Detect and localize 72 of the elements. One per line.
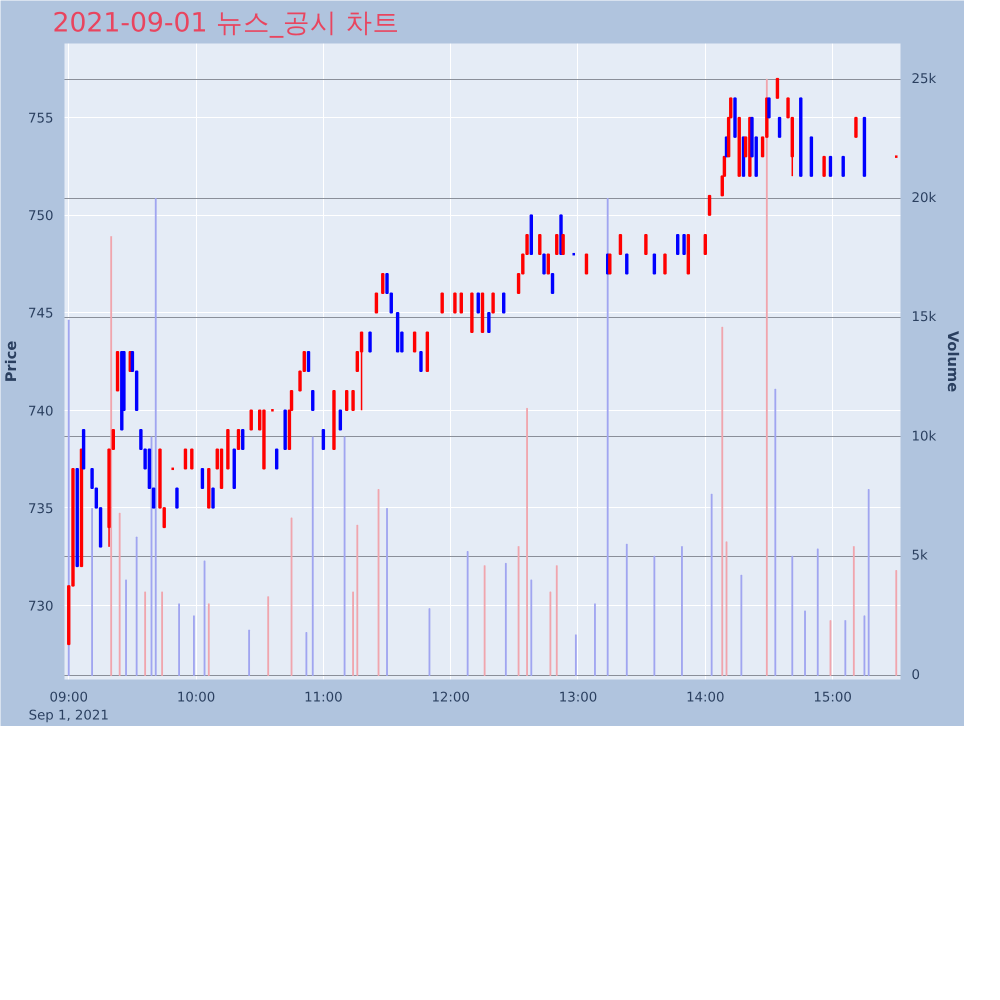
candlestick: [460, 292, 463, 314]
candlestick: [618, 234, 622, 255]
candlestick: [274, 448, 278, 470]
candlestick: [776, 78, 780, 99]
y2-tick-label: 0: [912, 668, 920, 683]
candlestick: [584, 253, 588, 274]
candlestick: [538, 234, 542, 255]
candlestick: [704, 234, 707, 255]
y2-tick-label: 5k: [912, 548, 928, 564]
candlestick: [502, 292, 506, 314]
candlestick: [644, 234, 648, 255]
candlestick: [211, 488, 215, 509]
y-tick-label: 740: [28, 404, 54, 420]
y-tick-label: 735: [28, 502, 54, 517]
candlestick: [250, 410, 253, 431]
candlestick: [487, 312, 491, 333]
candlestick: [652, 253, 656, 274]
candlestick: [561, 234, 565, 255]
x-tick-label: 14:00: [686, 690, 725, 706]
candlestick: [555, 234, 558, 255]
x-tick-label: 09:00 Sep 1, 2021: [28, 690, 109, 724]
candlestick: [241, 429, 244, 450]
candlestick: [175, 488, 179, 509]
candlestick: [767, 97, 771, 118]
candlestick: [412, 331, 416, 352]
candlestick: [550, 272, 554, 294]
candlestick: [828, 156, 832, 177]
y-tick-label: 730: [28, 599, 54, 614]
candlestick: [381, 272, 384, 294]
x-tick-label: 10:00: [176, 690, 216, 706]
candlestick: [322, 429, 326, 450]
candlestick: [546, 253, 550, 274]
candlestick: [708, 194, 712, 216]
y2-axis-title: Volume: [944, 330, 962, 392]
y2-tick-label: 10k: [912, 429, 936, 444]
chart-title: 2021-09-01 뉴스_공시 차트: [52, 8, 400, 38]
candlestick: [338, 410, 342, 431]
y2-tick-label: 15k: [912, 310, 936, 326]
candlestick: [542, 253, 546, 274]
candlestick: [778, 116, 782, 138]
x-tick-label: 13:00: [558, 690, 598, 706]
candlestick: [676, 234, 680, 255]
candlestick: [351, 390, 355, 412]
candlestick: [682, 234, 686, 255]
x-tick-label: 11:00: [304, 690, 343, 706]
candlestick: [200, 468, 204, 490]
candlestick: [453, 292, 457, 314]
y2-tick-label: 25k: [912, 72, 936, 87]
y2-tick-label: 20k: [912, 191, 936, 206]
candlestick: [491, 292, 495, 314]
candlestick: [345, 390, 348, 412]
candlestick: [854, 116, 858, 138]
candlestick: [306, 350, 310, 372]
candlestick: [184, 448, 188, 470]
y-tick-label: 755: [28, 112, 54, 127]
candlestick: [360, 331, 364, 412]
candlestick: [374, 292, 378, 314]
candlestick: [625, 253, 628, 274]
candlestick: [608, 253, 612, 274]
candlestick: [842, 156, 845, 177]
candlestick: [419, 350, 423, 372]
x-tick-label: 15:00: [813, 690, 852, 706]
candlestick: [822, 156, 826, 177]
candlestick: [368, 331, 372, 352]
candlestick: [190, 448, 194, 470]
y-tick-label: 750: [28, 209, 54, 224]
y-tick-label: 745: [28, 306, 54, 322]
y-axis-title: Price: [3, 340, 20, 382]
candlestick: [663, 253, 667, 274]
x-tick-label: 12:00: [431, 690, 470, 706]
candlestick: [236, 429, 240, 450]
candlestick: [440, 292, 444, 314]
